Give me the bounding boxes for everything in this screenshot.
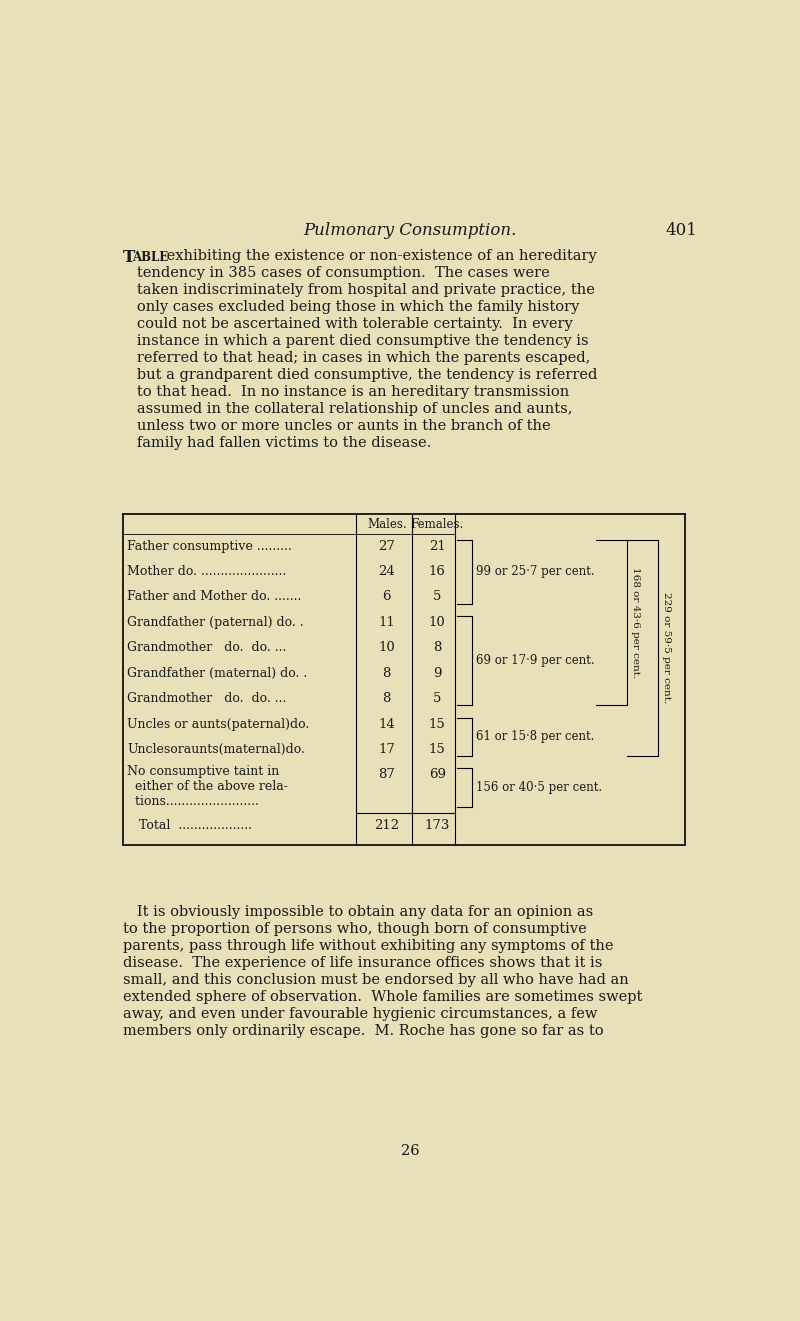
- Text: 69 or 17·9 per cent.: 69 or 17·9 per cent.: [476, 654, 594, 667]
- Text: disease.  The experience of life insurance offices shows that it is: disease. The experience of life insuranc…: [123, 956, 602, 970]
- Text: could not be ascertained with tolerable certainty.  In every: could not be ascertained with tolerable …: [123, 317, 573, 332]
- Text: tendency in 385 cases of consumption.  The cases were: tendency in 385 cases of consumption. Th…: [123, 267, 550, 280]
- Text: 168 or 43·6 per cent.: 168 or 43·6 per cent.: [631, 567, 640, 678]
- Text: family had fallen victims to the disease.: family had fallen victims to the disease…: [123, 436, 431, 449]
- Text: 69: 69: [429, 769, 446, 781]
- Text: 173: 173: [425, 819, 450, 832]
- Text: Females.: Females.: [410, 518, 464, 531]
- Text: Father and Mother do. .......: Father and Mother do. .......: [127, 590, 302, 604]
- Text: 15: 15: [429, 717, 446, 731]
- Text: referred to that head; in cases in which the parents escaped,: referred to that head; in cases in which…: [123, 351, 590, 365]
- Text: 24: 24: [378, 565, 395, 579]
- Text: Total  ...................: Total ...................: [127, 819, 252, 832]
- Text: but a grandparent died consumptive, the tendency is referred: but a grandparent died consumptive, the …: [123, 369, 598, 382]
- Text: 8: 8: [382, 692, 391, 705]
- Text: No consumptive taint in: No consumptive taint in: [127, 765, 279, 778]
- Text: Uncles or aunts(paternal)do.: Uncles or aunts(paternal)do.: [127, 717, 310, 731]
- Text: members only ordinarily escape.  M. Roche has gone so far as to: members only ordinarily escape. M. Roche…: [123, 1024, 604, 1038]
- Text: to the proportion of persons who, though born of consumptive: to the proportion of persons who, though…: [123, 922, 587, 937]
- Text: unless two or more uncles or aunts in the branch of the: unless two or more uncles or aunts in th…: [123, 419, 551, 433]
- Text: 27: 27: [378, 540, 395, 552]
- Text: extended sphere of observation.  Whole families are sometimes swept: extended sphere of observation. Whole fa…: [123, 991, 642, 1004]
- Text: only cases excluded being those in which the family history: only cases excluded being those in which…: [123, 300, 580, 314]
- Text: 8: 8: [382, 667, 391, 680]
- Text: 10: 10: [378, 641, 395, 654]
- Text: tions........................: tions........................: [127, 794, 259, 807]
- Text: away, and even under favourable hygienic circumstances, a few: away, and even under favourable hygienic…: [123, 1007, 598, 1021]
- Text: exhibiting the existence or non-existence of an hereditary: exhibiting the existence or non-existenc…: [162, 250, 597, 263]
- Text: Father consumptive .........: Father consumptive .........: [127, 540, 292, 552]
- Text: 8: 8: [433, 641, 442, 654]
- Text: Males.: Males.: [367, 518, 406, 531]
- Text: taken indiscriminately from hospital and private practice, the: taken indiscriminately from hospital and…: [123, 283, 595, 297]
- Text: 61 or 15·8 per cent.: 61 or 15·8 per cent.: [476, 731, 594, 744]
- Text: instance in which a parent died consumptive the tendency is: instance in which a parent died consumpt…: [123, 334, 589, 347]
- Text: 26: 26: [401, 1144, 419, 1159]
- Text: 16: 16: [429, 565, 446, 579]
- Text: 229 or 59·5 per cent.: 229 or 59·5 per cent.: [662, 592, 671, 704]
- Text: 17: 17: [378, 742, 395, 756]
- Text: 14: 14: [378, 717, 395, 731]
- Text: Unclesoraunts(maternal)do.: Unclesoraunts(maternal)do.: [127, 742, 305, 756]
- Text: Grandfather (maternal) do. .: Grandfather (maternal) do. .: [127, 667, 307, 680]
- Text: small, and this conclusion must be endorsed by all who have had an: small, and this conclusion must be endor…: [123, 974, 629, 987]
- Text: 10: 10: [429, 616, 446, 629]
- Text: to that head.  In no instance is an hereditary transmission: to that head. In no instance is an hered…: [123, 384, 570, 399]
- Text: 9: 9: [433, 667, 442, 680]
- Text: 99 or 25·7 per cent.: 99 or 25·7 per cent.: [476, 565, 594, 579]
- Text: 5: 5: [433, 692, 442, 705]
- Text: 5: 5: [433, 590, 442, 604]
- Text: assumed in the collateral relationship of uncles and aunts,: assumed in the collateral relationship o…: [123, 402, 573, 416]
- Text: either of the above rela-: either of the above rela-: [127, 779, 288, 793]
- Text: 21: 21: [429, 540, 446, 552]
- Text: 401: 401: [666, 222, 698, 239]
- Text: Grandmother   do.  do. ...: Grandmother do. do. ...: [127, 641, 286, 654]
- Text: Pulmonary Consumption.: Pulmonary Consumption.: [303, 222, 517, 239]
- Text: Grandmother   do.  do. ...: Grandmother do. do. ...: [127, 692, 286, 705]
- Text: 87: 87: [378, 769, 395, 781]
- Text: parents, pass through life without exhibiting any symptoms of the: parents, pass through life without exhib…: [123, 939, 614, 954]
- Text: Grandfather (paternal) do. .: Grandfather (paternal) do. .: [127, 616, 304, 629]
- Text: 156 or 40·5 per cent.: 156 or 40·5 per cent.: [476, 781, 602, 794]
- Text: Mother do. ......................: Mother do. ......................: [127, 565, 286, 579]
- Text: It is obviously impossible to obtain any data for an opinion as: It is obviously impossible to obtain any…: [123, 905, 594, 919]
- Text: T: T: [123, 250, 135, 267]
- Text: 15: 15: [429, 742, 446, 756]
- Text: 11: 11: [378, 616, 395, 629]
- Text: 212: 212: [374, 819, 399, 832]
- Text: ABLE: ABLE: [133, 251, 169, 264]
- Text: 6: 6: [382, 590, 391, 604]
